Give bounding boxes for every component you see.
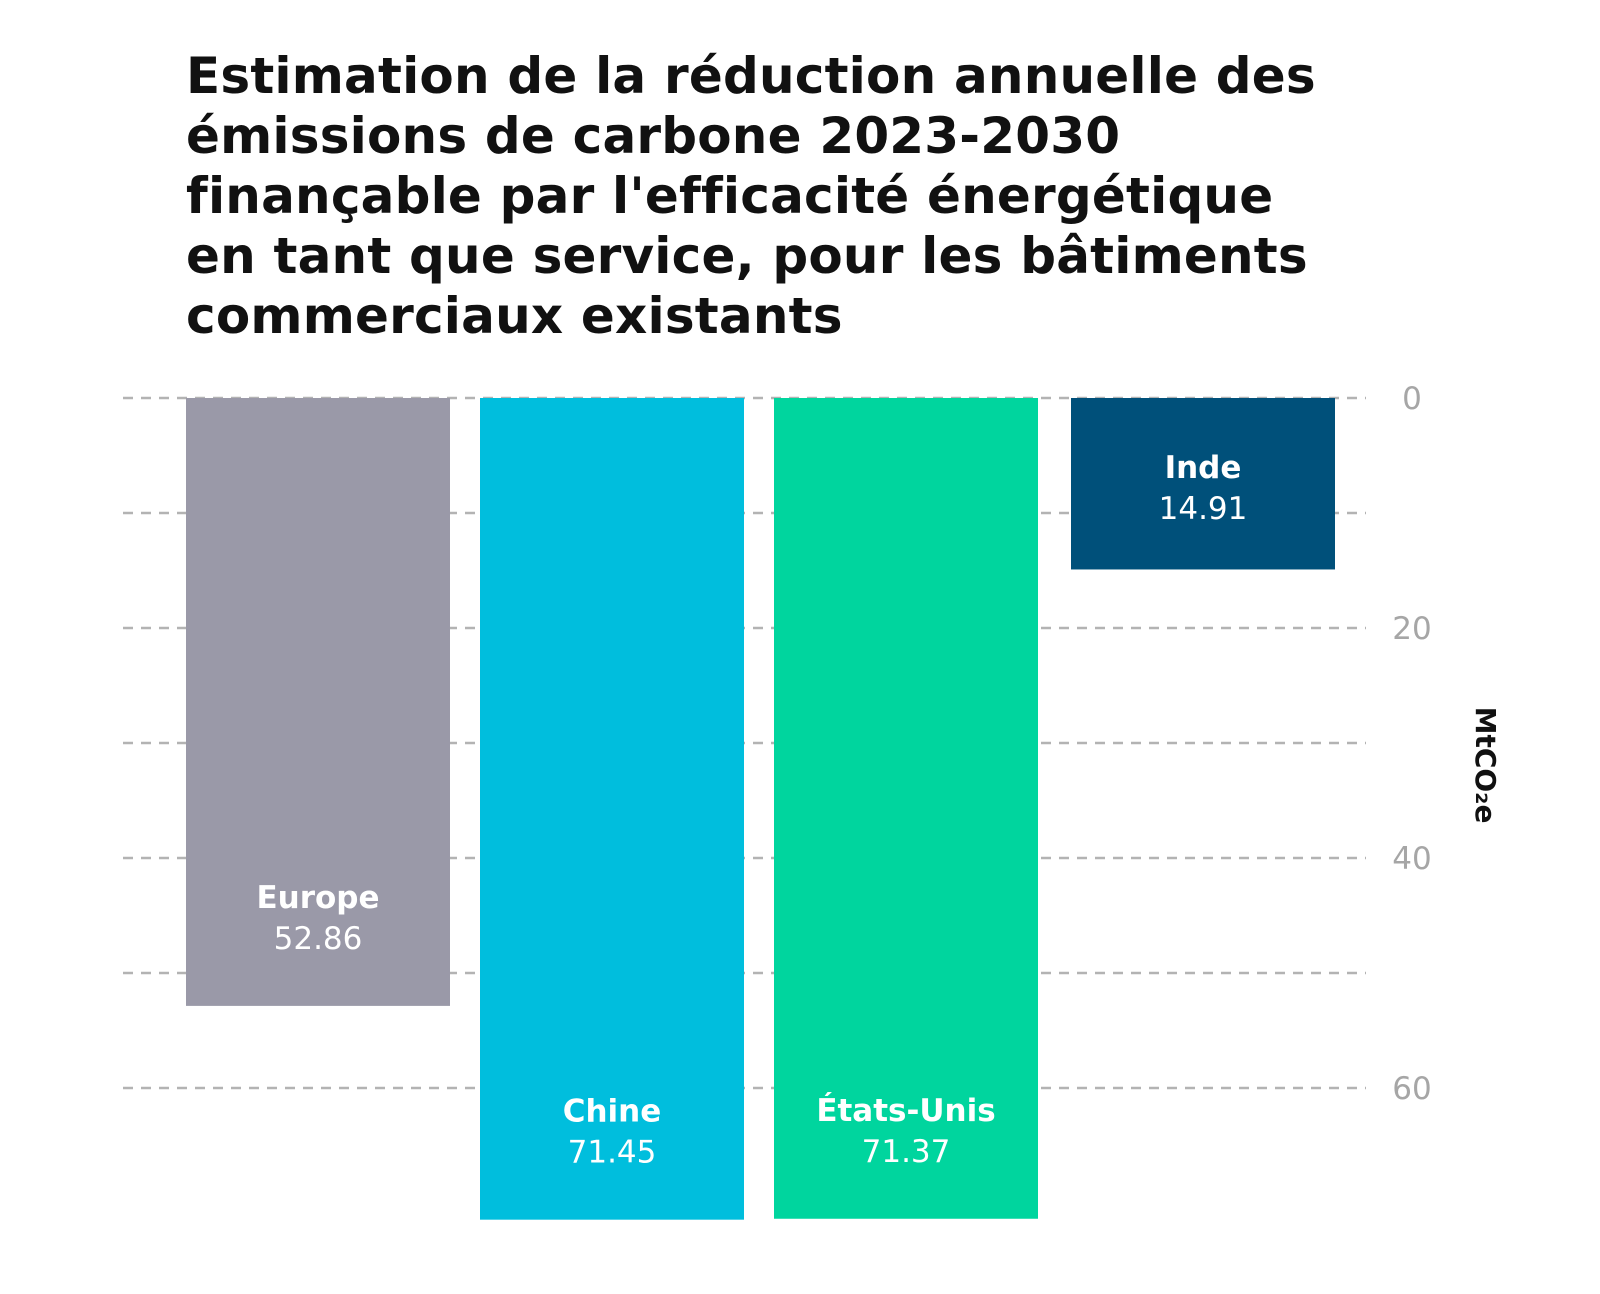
chart-title-line: émissions de carbone 2023-2030: [186, 107, 1121, 165]
bar-labels: Europe 52.86 Chine 71.45 États-Unis 71.37 Inde…: [256, 450, 1247, 1171]
bar-category-label: Chine: [563, 1094, 662, 1130]
bar-category-label: Europe: [256, 880, 379, 916]
bar: [1071, 398, 1335, 570]
chart-title-line: finançable par l'efficacité énergétique: [186, 167, 1274, 225]
bar-category-label: États-Unis: [816, 1093, 995, 1129]
y-axis-title: MtCO₂e: [1469, 707, 1502, 824]
chart-title-line: commerciaux existants: [186, 287, 843, 345]
bar-value-label: 71.45: [568, 1135, 657, 1171]
bar-value-label: 14.91: [1159, 491, 1248, 527]
y-tick-label: 0: [1402, 381, 1422, 417]
y-tick-label: 40: [1392, 841, 1431, 877]
bar-category-label: Inde: [1165, 450, 1242, 486]
chart-title-line: en tant que service, pour les bâtiments: [186, 227, 1308, 285]
y-tick-label: 60: [1392, 1071, 1431, 1107]
y-axis-ticks: 0 20 40 60: [1392, 381, 1431, 1107]
bars: [186, 398, 1335, 1220]
bar: [774, 398, 1038, 1219]
bar: [186, 398, 450, 1006]
y-tick-label: 20: [1392, 611, 1431, 647]
bar-value-label: 52.86: [274, 921, 363, 957]
bar-value-label: 71.37: [862, 1134, 951, 1170]
chart-title-line: Estimation de la réduction annuelle des: [186, 47, 1316, 105]
chart-title: Estimation de la réduction annuelle des …: [186, 46, 1366, 346]
bar: [480, 398, 744, 1220]
